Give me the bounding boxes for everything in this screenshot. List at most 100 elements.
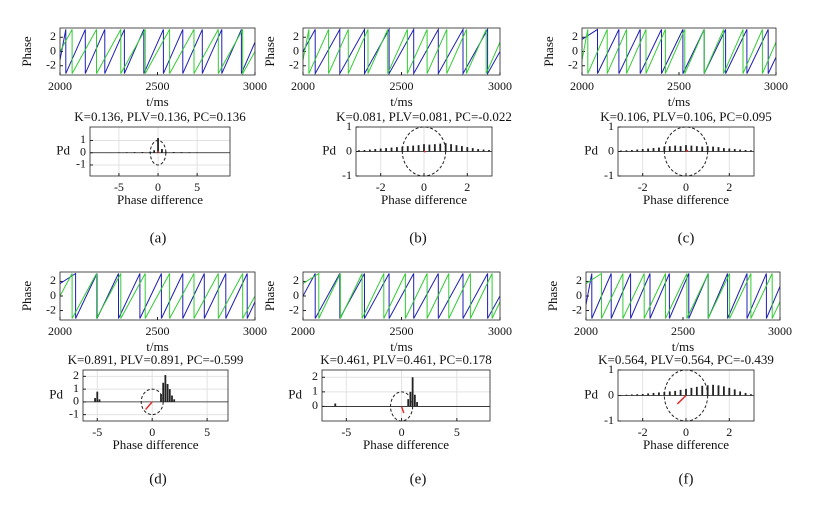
bar <box>171 395 173 402</box>
y-tick-label: -2 <box>46 57 56 71</box>
bar <box>695 386 698 396</box>
x-axis-label: Phase difference <box>381 192 467 207</box>
y-axis-label: Phase <box>545 281 560 312</box>
phase-line <box>586 273 780 319</box>
x-tick-label: 0 <box>399 425 405 439</box>
chart-title: K=0.564, PLV=0.564, PC=-0.439 <box>598 352 774 367</box>
plot-content <box>83 375 228 403</box>
y-tick-label: -2 <box>46 302 56 316</box>
bar <box>690 145 693 152</box>
y-axis-label: Phase <box>19 281 34 312</box>
x-axis-label: t/ms <box>146 94 168 109</box>
bar <box>690 387 693 396</box>
x-tick-label: 5 <box>194 180 200 194</box>
x-axis-label: t/ms <box>672 339 694 354</box>
chart-title: K=0.106, PLV=0.106, PC=0.095 <box>600 109 771 124</box>
x-axis-label: t/ms <box>390 339 412 354</box>
bar <box>477 149 480 152</box>
bar <box>668 391 671 396</box>
y-tick-label: 0 <box>572 43 578 57</box>
y-axis-label: Phase <box>19 36 34 67</box>
axes-frame <box>581 27 777 76</box>
x-tick-label: 3000 <box>488 324 512 338</box>
bar <box>379 148 382 152</box>
bar <box>407 399 410 407</box>
bar <box>750 150 752 152</box>
bar <box>728 148 731 152</box>
bar <box>717 147 720 152</box>
bar <box>733 149 736 152</box>
bar <box>411 377 414 407</box>
bar <box>409 391 412 407</box>
bar <box>739 149 742 152</box>
bar <box>482 149 485 152</box>
bar <box>641 149 644 152</box>
bar <box>433 144 436 152</box>
x-tick-label: 2500 <box>146 324 170 338</box>
bar <box>428 144 431 152</box>
bar <box>641 393 644 396</box>
chart-title: K=0.081, PLV=0.081, PC=-0.022 <box>336 109 512 124</box>
bar <box>647 148 650 152</box>
y-tick-label: 2 <box>576 273 582 287</box>
y-tick-label: 0 <box>312 398 318 412</box>
bar <box>390 147 393 152</box>
axes-frame <box>302 27 501 76</box>
x-tick-label: 3000 <box>243 79 267 93</box>
x-tick-label: 2500 <box>146 79 170 93</box>
x-tick-label: 0 <box>683 180 689 194</box>
phase-line <box>303 272 500 319</box>
x-tick-label: 2500 <box>671 324 695 338</box>
unit-circle <box>149 139 167 166</box>
y-tick-label: 0 <box>50 288 56 302</box>
y-axis-label: Pd <box>584 142 598 157</box>
bar <box>701 146 704 152</box>
axes-frame <box>302 271 501 321</box>
bar <box>450 144 452 152</box>
phase-line <box>303 29 500 74</box>
x-axis-label: t/ms <box>668 94 690 109</box>
bar <box>750 394 752 396</box>
bar <box>385 148 388 152</box>
y-tick-label: 2 <box>572 29 578 43</box>
y-axis-label: Pd <box>322 142 336 157</box>
y-tick-label: -1 <box>604 168 614 182</box>
bar <box>658 392 660 396</box>
y-tick-label: 2 <box>293 273 299 287</box>
bar <box>712 146 714 152</box>
x-tick-label: 3000 <box>768 324 792 338</box>
x-axis-label: Phase difference <box>363 437 449 452</box>
y-tick-label: -2 <box>289 302 299 316</box>
bar <box>455 145 458 152</box>
panel-label: (b) <box>409 230 427 246</box>
x-tick-label: 0 <box>155 180 161 194</box>
panel-label: (d) <box>149 471 167 487</box>
bar <box>412 145 415 152</box>
phase-vector <box>676 394 687 405</box>
bar <box>744 150 747 152</box>
plot-content <box>303 28 500 75</box>
bar <box>739 391 742 396</box>
x-tick-label: 2000 <box>48 324 72 338</box>
x-tick-label: -2 <box>638 425 648 439</box>
y-tick-label: 0 <box>80 144 86 158</box>
y-tick-label: 2 <box>312 369 318 383</box>
y-tick-label: -2 <box>572 302 582 316</box>
plot-content <box>60 29 255 75</box>
bar <box>160 394 162 402</box>
chart-title: K=0.136, PLV=0.136, PC=0.136 <box>74 109 246 124</box>
bar <box>374 149 377 152</box>
bar <box>406 146 409 152</box>
x-tick-label: -2 <box>638 180 648 194</box>
x-tick-label: 2000 <box>48 79 72 93</box>
y-tick-label: 1 <box>608 119 614 133</box>
bar <box>647 393 650 396</box>
phase-line <box>60 29 255 74</box>
bar <box>679 146 682 152</box>
bar <box>168 389 171 402</box>
y-tick-label: 1 <box>80 132 86 146</box>
y-tick-label: 1 <box>346 119 352 133</box>
x-tick-label: -5 <box>341 425 351 439</box>
